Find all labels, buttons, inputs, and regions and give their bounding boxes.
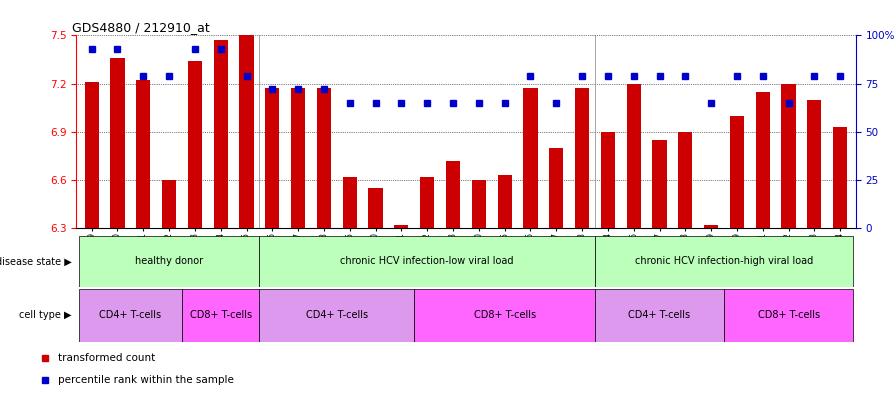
Bar: [471, 180, 486, 228]
Bar: [730, 116, 744, 228]
Bar: [188, 61, 202, 228]
Bar: [182, 289, 260, 342]
Bar: [260, 236, 595, 287]
Bar: [523, 88, 538, 228]
Bar: [368, 188, 383, 228]
Bar: [549, 148, 564, 228]
Bar: [213, 40, 228, 228]
Bar: [79, 289, 182, 342]
Text: CD8+ T-cells: CD8+ T-cells: [190, 310, 252, 320]
Text: chronic HCV infection-low viral load: chronic HCV infection-low viral load: [340, 256, 514, 266]
Bar: [110, 58, 125, 228]
Bar: [342, 176, 357, 228]
Bar: [807, 99, 822, 228]
Bar: [781, 83, 796, 228]
Bar: [79, 236, 260, 287]
Bar: [575, 88, 590, 228]
Bar: [420, 176, 435, 228]
Text: CD4+ T-cells: CD4+ T-cells: [628, 310, 691, 320]
Bar: [678, 132, 693, 228]
Bar: [601, 132, 615, 228]
Bar: [260, 289, 414, 342]
Bar: [84, 82, 99, 228]
Bar: [704, 225, 719, 228]
Bar: [833, 127, 848, 228]
Bar: [652, 140, 667, 228]
Bar: [626, 83, 641, 228]
Bar: [162, 180, 177, 228]
Bar: [239, 35, 254, 228]
Text: chronic HCV infection-high viral load: chronic HCV infection-high viral load: [635, 256, 814, 266]
Bar: [595, 289, 724, 342]
Bar: [265, 88, 280, 228]
Bar: [755, 92, 770, 228]
Text: CD4+ T-cells: CD4+ T-cells: [306, 310, 368, 320]
Text: cell type ▶: cell type ▶: [19, 310, 72, 320]
Text: transformed count: transformed count: [58, 353, 156, 363]
Bar: [724, 289, 853, 342]
Text: disease state ▶: disease state ▶: [0, 256, 72, 266]
Bar: [595, 236, 853, 287]
Text: CD4+ T-cells: CD4+ T-cells: [99, 310, 161, 320]
Bar: [446, 161, 461, 228]
Bar: [497, 175, 512, 228]
Bar: [394, 225, 409, 228]
Bar: [291, 88, 306, 228]
Text: percentile rank within the sample: percentile rank within the sample: [58, 375, 234, 385]
Bar: [414, 289, 595, 342]
Text: CD8+ T-cells: CD8+ T-cells: [757, 310, 820, 320]
Text: healthy donor: healthy donor: [135, 256, 203, 266]
Bar: [136, 80, 151, 228]
Text: CD8+ T-cells: CD8+ T-cells: [474, 310, 536, 320]
Bar: [317, 88, 331, 228]
Text: GDS4880 / 212910_at: GDS4880 / 212910_at: [73, 21, 210, 34]
